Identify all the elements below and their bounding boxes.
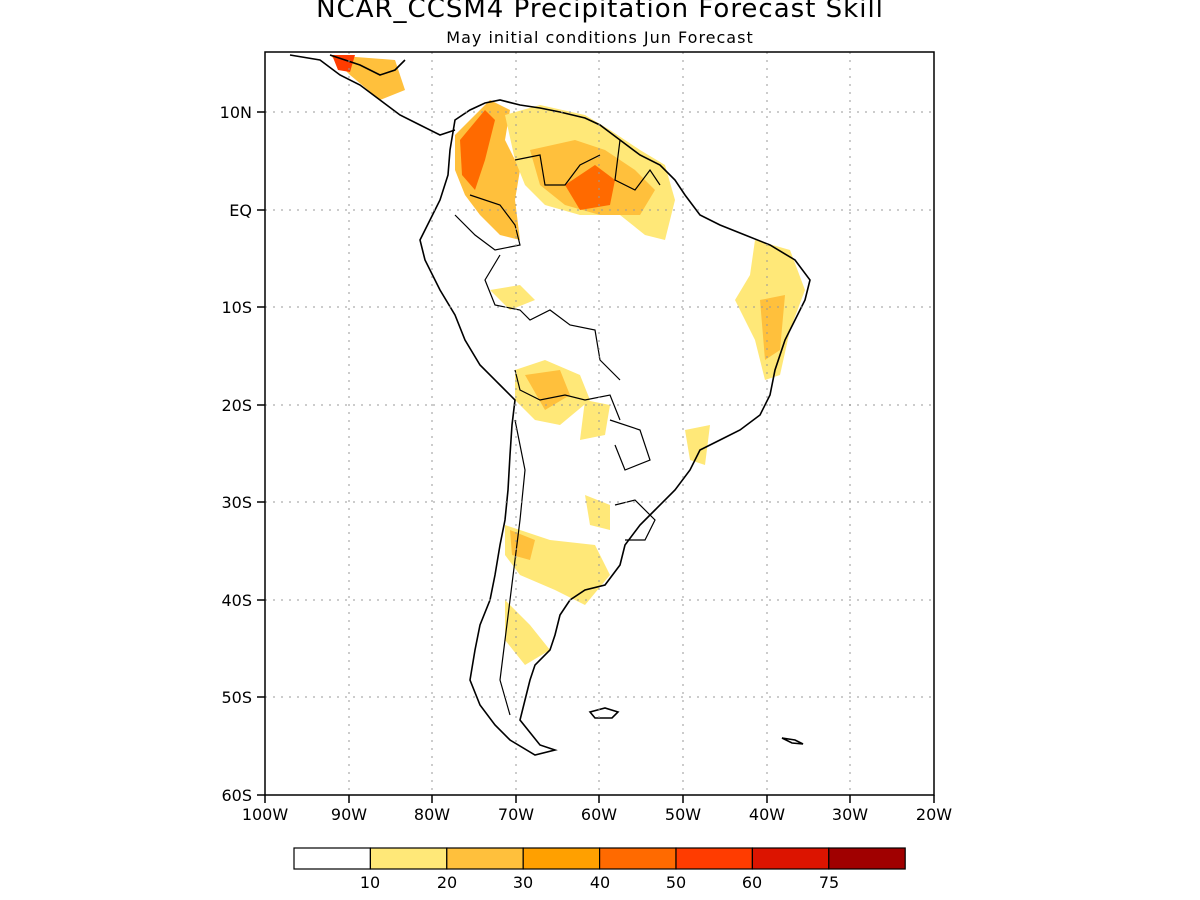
border-peru-brazil (484, 254, 621, 381)
colorbar-label: 30 (513, 873, 533, 892)
lon-label: 20W (916, 805, 952, 824)
skill-region-colombia-dark (460, 110, 495, 190)
lat-label: 50S (221, 688, 252, 707)
colorbar-swatch (675, 847, 754, 870)
skill-region-central-america-dark (332, 55, 355, 72)
colorbar-swatch (522, 847, 601, 870)
colorbar-swatch (446, 847, 524, 870)
falklands (588, 707, 620, 719)
coastlines (289, 54, 811, 756)
skill-shading (330, 55, 805, 665)
border-guianas (614, 139, 661, 191)
border-bolivia (514, 369, 621, 421)
skill-region-paraguay (580, 400, 610, 440)
lon-label: 90W (331, 805, 367, 824)
border-argentina-chile (499, 419, 526, 716)
colorbar-swatch (828, 847, 906, 870)
lon-label: 50W (665, 805, 701, 824)
skill-region-uruguay (585, 495, 610, 530)
lat-label: EQ (229, 201, 252, 220)
border-uruguay (614, 499, 656, 541)
lat-labels: 10N EQ 10S 20S 30S 40S 50S 60S (220, 103, 252, 805)
border-colombia (454, 194, 521, 251)
lat-label: 10N (220, 103, 252, 122)
skill-region-venezuela-dark (565, 165, 615, 210)
lat-label: 30S (221, 493, 252, 512)
colorbar-label: 50 (666, 873, 686, 892)
skill-region-peru (490, 285, 535, 310)
colorbar-label: 40 (590, 873, 610, 892)
colorbar (293, 847, 906, 870)
colorbar-swatch (369, 847, 448, 870)
lat-label: 10S (221, 298, 252, 317)
colorbar-label: 20 (437, 873, 457, 892)
border-paraguay (609, 419, 651, 471)
tick-marks (257, 111, 935, 803)
central-america-coastline (289, 54, 456, 136)
lon-labels: 100W 90W 80W 70W 60W 50W 40W 30W 20W (242, 805, 952, 824)
colorbar-label: 10 (360, 873, 380, 892)
lat-label: 40S (221, 591, 252, 610)
colorbar-label: 75 (819, 873, 839, 892)
colorbar-swatch (751, 847, 830, 870)
lat-label: 60S (221, 786, 252, 805)
chart-subtitle: May initial conditions Jun Forecast (446, 28, 754, 47)
skill-region-ne-brazil-mid (760, 295, 785, 360)
colorbar-swatch (598, 847, 677, 870)
lon-label: 100W (242, 805, 289, 824)
skill-region-se-brazil (685, 425, 710, 465)
lon-label: 60W (581, 805, 617, 824)
caribbean-coast (329, 54, 406, 76)
chart-title: NCAR_CCSM4 Precipitation Forecast Skill (316, 0, 884, 24)
skill-region-patagonia (505, 600, 550, 665)
south-georgia (781, 737, 804, 745)
lon-label: 40W (749, 805, 785, 824)
lat-label: 20S (221, 396, 252, 415)
lon-label: 80W (414, 805, 450, 824)
lon-label: 30W (832, 805, 868, 824)
colorbar-swatch (293, 847, 372, 870)
country-borders (454, 139, 661, 716)
skill-region-bolivia-mid (525, 370, 570, 410)
colorbar-labels: 10 20 30 40 50 60 75 (360, 873, 839, 892)
lon-label: 70W (498, 805, 534, 824)
border-venezuela (514, 154, 601, 186)
colorbar-label: 60 (742, 873, 762, 892)
south-america-coastline (419, 99, 811, 756)
